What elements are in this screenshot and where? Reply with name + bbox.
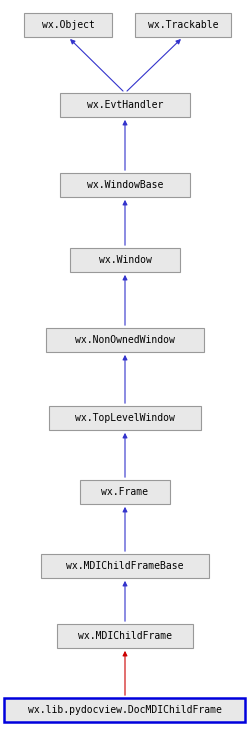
Bar <box>70 248 179 272</box>
Text: wx.MDIChildFrameBase: wx.MDIChildFrameBase <box>66 561 183 571</box>
Bar <box>60 173 189 197</box>
Text: wx.EvtHandler: wx.EvtHandler <box>86 100 162 110</box>
Bar <box>4 698 244 722</box>
Text: wx.Frame: wx.Frame <box>101 487 148 497</box>
Text: wx.Object: wx.Object <box>42 20 94 30</box>
Bar <box>41 554 208 578</box>
Text: wx.NonOwnedWindow: wx.NonOwnedWindow <box>75 335 174 345</box>
Text: wx.MDIChildFrame: wx.MDIChildFrame <box>78 631 171 641</box>
Text: wx.lib.pydocview.DocMDIChildFrame: wx.lib.pydocview.DocMDIChildFrame <box>28 705 221 715</box>
Bar <box>57 624 192 648</box>
Text: wx.WindowBase: wx.WindowBase <box>86 180 162 190</box>
Bar <box>49 406 200 430</box>
Text: wx.Window: wx.Window <box>98 255 151 265</box>
Bar <box>60 93 189 117</box>
Bar <box>80 480 169 504</box>
Bar <box>134 13 230 37</box>
Text: wx.Trackable: wx.Trackable <box>147 20 218 30</box>
Bar <box>24 13 112 37</box>
Text: wx.TopLevelWindow: wx.TopLevelWindow <box>75 413 174 423</box>
Bar <box>46 328 203 352</box>
